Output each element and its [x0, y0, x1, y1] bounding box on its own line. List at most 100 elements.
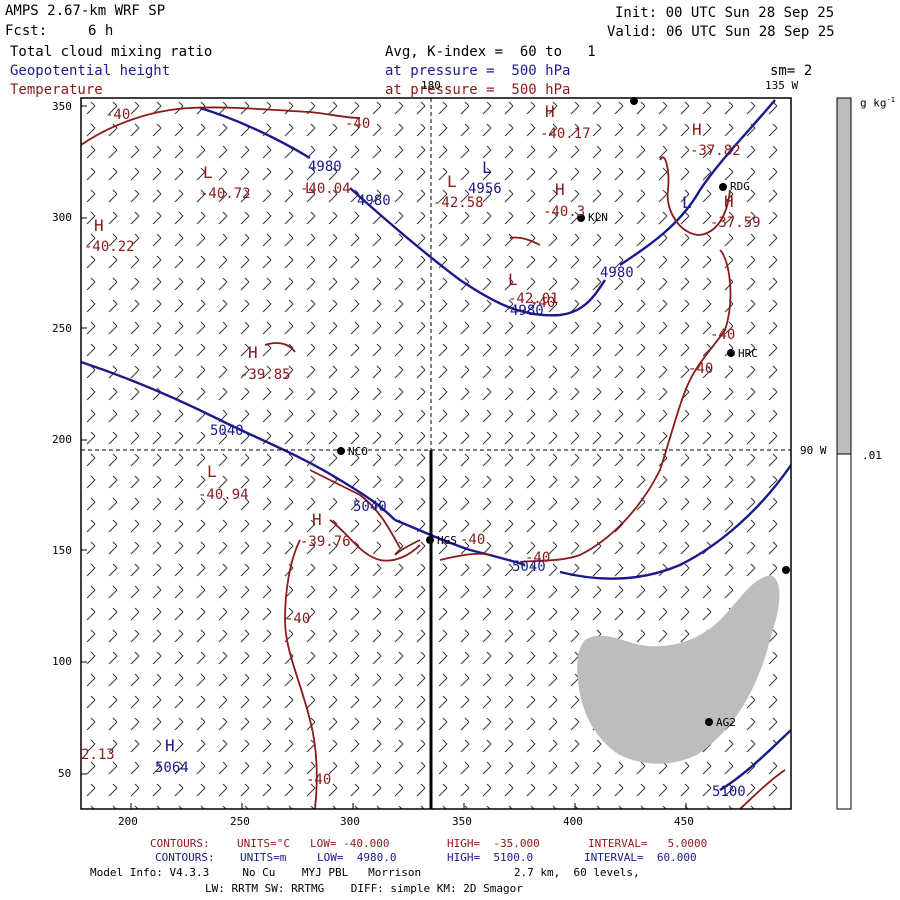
temp-label: -40 — [306, 772, 332, 788]
temp-label: -40 — [525, 550, 551, 566]
temp-label: -40 — [530, 295, 556, 311]
field2-detail: at pressure = 500 hPa — [385, 63, 571, 79]
x-tick-label: 350 — [452, 815, 472, 828]
temp-extremum-value: -39.76 — [300, 534, 351, 550]
colorbar-shade — [836, 97, 852, 455]
footer-model-info: Model Info: V4.3.3 No Cu MYJ PBL Morriso… — [90, 866, 640, 879]
y-tick-label: 150 — [52, 544, 72, 557]
meridian-lines — [81, 98, 791, 451]
temp-extremum-value: -40.94 — [198, 487, 249, 503]
station-label: NCO — [348, 445, 368, 458]
temp-label: -40 — [460, 532, 486, 548]
x-tick-label: 200 — [118, 815, 138, 828]
plot-title: AMPS 2.67-km WRF SP — [5, 3, 166, 19]
station-label: RDG — [730, 180, 750, 193]
colorbar-empty — [836, 453, 852, 810]
height-label: 4980 — [510, 303, 544, 319]
field1-label: Total cloud mixing ratio — [10, 44, 213, 60]
footer-height-high: HIGH= 5100.0 — [447, 851, 534, 864]
temp-extremum-value: -40.17 — [540, 126, 591, 142]
temp-extremum-kind: H — [312, 510, 322, 529]
lon-label-90w: 90 W — [800, 444, 827, 457]
height-label: 5100 — [712, 784, 746, 800]
footer-height-units: UNITS=m — [240, 851, 287, 864]
footer-temp-interval: INTERVAL= 5.0000 — [588, 837, 708, 850]
station-label: KLN — [588, 211, 608, 224]
footer-temp-low: LOW= -40.000 — [310, 837, 390, 850]
footer-height-interval: INTERVAL= 60.000 — [584, 851, 697, 864]
field3-label: Temperature — [10, 82, 103, 98]
temp-extremum-value: -37.82 — [690, 143, 741, 159]
station-label: AG2 — [716, 716, 736, 729]
temp-extremum-kind: L — [447, 172, 457, 191]
temp-extremum-kind: H — [555, 180, 565, 199]
valid-time: Valid: 06 UTC Sun 28 Sep 25 — [607, 24, 835, 40]
footer-temp-label: CONTOURS: — [150, 837, 210, 850]
temp-label: -40 — [345, 116, 371, 132]
temp-extremum-kind: L — [508, 270, 518, 289]
forecast-value: 6 h — [88, 23, 114, 39]
temp-extremum-kind: L — [207, 462, 217, 481]
footer-temp-high: HIGH= -35.000 — [447, 837, 540, 850]
y-tick-label: 50 — [58, 767, 72, 780]
map-frame — [80, 97, 792, 810]
station-label: HGS — [437, 534, 457, 547]
temp-extremum-kind: H — [545, 102, 555, 121]
height-label: 5040 — [353, 499, 387, 515]
temp-extremum-value: -42.01 — [508, 291, 559, 307]
height-label: 4980 — [357, 193, 391, 209]
temp-label: -40 — [688, 361, 714, 377]
temp-extremum-value: -40.72 — [200, 186, 251, 202]
colorbar-level: .01 — [862, 449, 882, 462]
y-tick-label: 200 — [52, 433, 72, 446]
temp-extremum-value: -40.3 — [543, 204, 586, 220]
y-tick-label: 350 — [52, 100, 72, 113]
temp-extremum-value: -40.22 — [84, 239, 135, 255]
temp-extremum-kind: H — [94, 216, 104, 235]
footer-physics-info: LW: RRTM SW: RRTMG DIFF: simple KM: 2D S… — [205, 882, 523, 895]
station-label: HRC — [738, 347, 758, 360]
temp-extremum-kind: L — [305, 181, 314, 197]
colorbar-unit: g kg-1 — [860, 96, 895, 110]
init-time: Init: 00 UTC Sun 28 Sep 25 — [615, 5, 835, 21]
footer-height-low: LOW= 4980.0 — [317, 851, 397, 864]
height-label: 4980 — [308, 159, 342, 175]
y-tick-label: 250 — [52, 322, 72, 335]
forecast-label: Fcst: — [5, 23, 48, 39]
temp-label: -40 — [285, 611, 311, 627]
temp-extremum-value: -39.85 — [240, 367, 291, 383]
temperature-contours — [81, 106, 786, 809]
x-tick-label: 300 — [340, 815, 360, 828]
field3-detail: at pressure = 500 hPa — [385, 82, 571, 98]
x-tick-label: 250 — [230, 815, 250, 828]
temp-extremum-kind: H — [248, 343, 258, 362]
lon-label-180: 180 — [421, 79, 441, 92]
temp-extremum-kind: L — [203, 163, 213, 182]
height-contours — [81, 99, 791, 792]
temp-label: -40 — [105, 107, 131, 123]
height-label: 4980 — [600, 265, 634, 281]
lon-label-135w: 135 W — [765, 79, 799, 92]
temp-extremum-value: -42.58 — [433, 195, 484, 211]
temp-label: -40 — [710, 327, 736, 343]
smoothing-label: sm= 2 — [770, 63, 813, 79]
y-tick-label: 300 — [52, 211, 72, 224]
height-low-marker: L — [482, 158, 492, 177]
footer-temp-units: UNITS=°C — [237, 837, 290, 850]
temp-extremum-value: -40.04 — [300, 181, 351, 197]
height-label: 5040 — [210, 423, 244, 439]
field1-detail: Avg, K-index = 60 to 1 — [385, 44, 596, 60]
temp-extremum-value: 2.13 — [81, 747, 115, 763]
footer-height-label: CONTOURS: — [155, 851, 215, 864]
y-tick-label: 100 — [52, 655, 72, 668]
height-label: 5064 — [155, 760, 189, 776]
temp-extremum-value: -37.59 — [710, 215, 761, 231]
axis-ticks — [81, 105, 687, 809]
height-label: 5040 — [512, 559, 546, 575]
x-tick-label: 450 — [674, 815, 694, 828]
station-markers — [337, 97, 790, 726]
field2-label: Geopotential height — [10, 63, 171, 79]
height-high-marker: H — [165, 736, 175, 755]
height-low-marker: L — [682, 193, 692, 212]
